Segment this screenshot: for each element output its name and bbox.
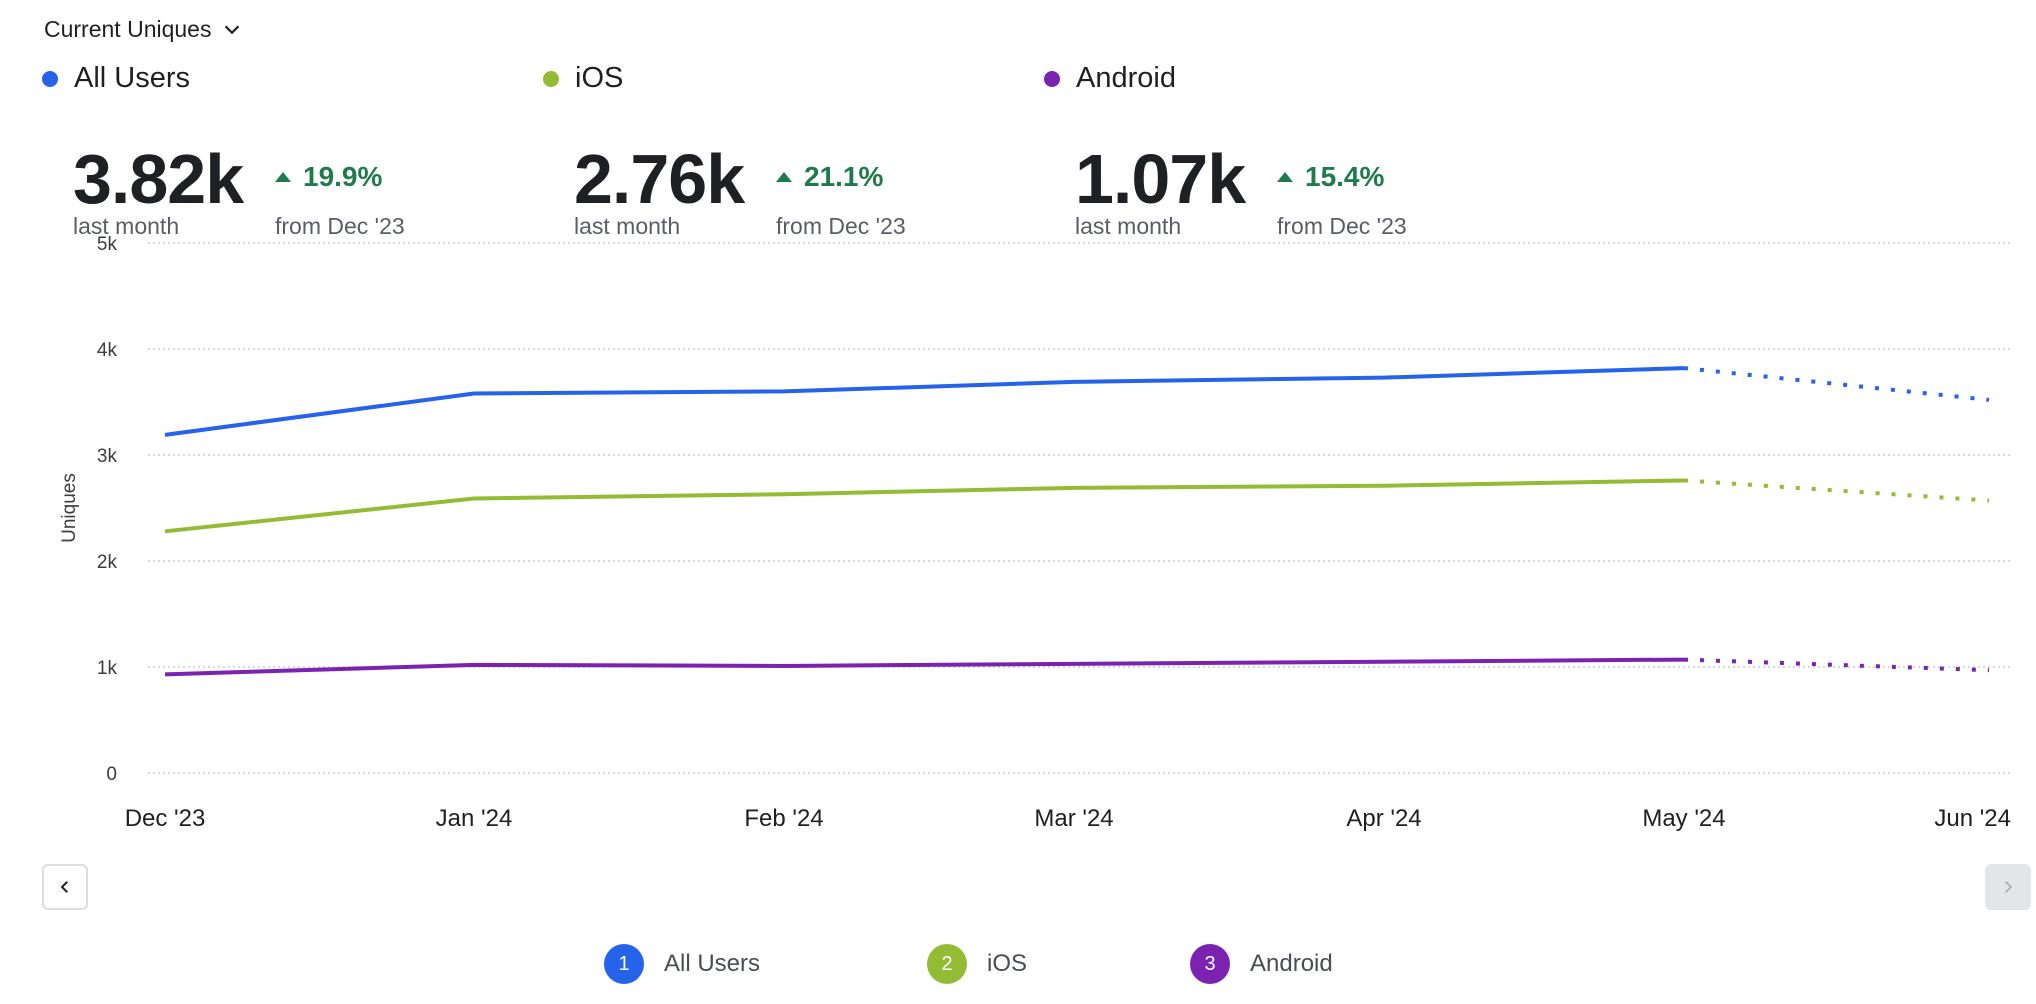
kpi-comparison: from Dec '23: [776, 213, 906, 239]
series-ios: [164, 478, 1990, 534]
legend-badge: 2: [927, 944, 967, 984]
series-dot-icon: [42, 70, 58, 87]
line-chart: Uniques 0 1k 2k 3k 4k 5k Dec '23 Jan '24 Feb '2…: [59, 234, 2011, 832]
kpi-ios: iOS 2.76k 21.1% last month from Dec '23: [543, 62, 906, 239]
kpi-period: last month: [574, 213, 681, 239]
series-forecast-line: [1683, 478, 1990, 503]
series-forecast-line: [1683, 657, 1990, 673]
x-tick-label: Apr '24: [1346, 805, 1421, 832]
kpi-value: 2.76k: [574, 140, 745, 218]
metric-selector-dropdown[interactable]: Current Uniques: [44, 16, 243, 43]
series-forecast-line: [1683, 366, 1990, 402]
previous-page-button[interactable]: [42, 864, 88, 910]
x-tick-label: Mar '24: [1034, 805, 1113, 832]
y-tick-label: 2k: [97, 552, 118, 573]
kpi-period: last month: [1075, 213, 1182, 239]
x-tick-label: Feb '24: [744, 805, 823, 832]
legend-item-all-users[interactable]: 1 All Users: [604, 944, 760, 984]
y-tick-label: 3k: [97, 446, 118, 467]
kpi-comparison: from Dec '23: [275, 213, 405, 239]
chevron-right-icon: [2005, 881, 2013, 893]
y-tick-label: 1k: [97, 658, 118, 679]
chevron-left-icon: [60, 881, 68, 893]
x-tick-label: Jan '24: [436, 805, 513, 832]
kpi-change: 21.1%: [804, 161, 884, 192]
kpi-change: 15.4%: [1305, 161, 1385, 192]
kpi-period: last month: [73, 213, 180, 239]
series-line: [164, 366, 1685, 437]
series-line: [164, 478, 1685, 534]
legend-item-android[interactable]: 3 Android: [1190, 944, 1333, 984]
chevron-down-icon: [225, 25, 240, 34]
y-tick-label: 0: [106, 764, 117, 785]
trend-up-icon: [1277, 172, 1293, 182]
x-tick-label: May '24: [1642, 805, 1725, 832]
kpi-title: All Users: [74, 62, 191, 94]
kpi-change: 19.9%: [303, 161, 383, 192]
kpi-value: 3.82k: [73, 140, 244, 218]
kpi-title: Android: [1076, 62, 1176, 94]
trend-up-icon: [776, 172, 792, 182]
x-tick-label: Dec '23: [125, 805, 206, 832]
kpi-android: Android 1.07k 15.4% last month from Dec …: [1044, 62, 1407, 239]
legend-item-ios[interactable]: 2 iOS: [927, 944, 1027, 984]
series-line: [164, 657, 1685, 677]
kpi-value: 1.07k: [1075, 140, 1246, 218]
kpi-title: iOS: [575, 62, 624, 94]
series-all-users: [164, 366, 1990, 437]
x-tick-label: Jun '24: [1934, 805, 2011, 832]
kpi-all-users: All Users 3.82k 19.9% last month from De…: [42, 62, 405, 239]
legend-label: Android: [1250, 950, 1333, 977]
next-page-button[interactable]: [1985, 864, 2031, 910]
chart-legend: 1 All Users 2 iOS 3 Android: [0, 944, 2036, 988]
legend-label: iOS: [987, 950, 1028, 977]
trend-up-icon: [275, 172, 291, 182]
kpi-comparison: from Dec '23: [1277, 213, 1407, 239]
series-dot-icon: [1044, 70, 1060, 87]
y-tick-label: 5k: [97, 234, 118, 255]
series-dot-icon: [543, 70, 559, 87]
series-android: [164, 657, 1990, 677]
legend-badge: 1: [604, 944, 644, 984]
legend-badge: 3: [1190, 944, 1230, 984]
metric-selector-label: Current Uniques: [44, 16, 212, 42]
legend-label: All Users: [664, 950, 761, 977]
y-tick-label: 4k: [97, 340, 118, 361]
y-axis-title: Uniques: [59, 473, 80, 543]
